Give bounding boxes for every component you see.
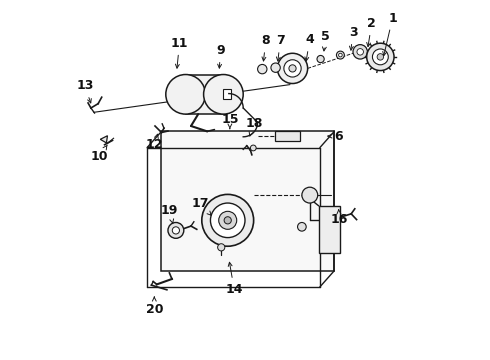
Circle shape — [172, 227, 179, 234]
Bar — [186, 75, 223, 114]
Text: 19: 19 — [161, 204, 178, 223]
Circle shape — [210, 203, 245, 238]
Circle shape — [357, 49, 364, 55]
Text: 17: 17 — [191, 197, 211, 215]
Circle shape — [317, 55, 324, 63]
Circle shape — [218, 244, 225, 251]
Text: 10: 10 — [91, 145, 108, 163]
Circle shape — [284, 60, 301, 77]
Circle shape — [353, 45, 368, 59]
Text: 9: 9 — [216, 44, 225, 68]
Text: 11: 11 — [171, 37, 188, 68]
Text: 18: 18 — [245, 117, 263, 136]
Text: 13: 13 — [76, 79, 94, 103]
Text: 20: 20 — [146, 297, 163, 316]
Circle shape — [204, 75, 243, 114]
Circle shape — [166, 75, 205, 114]
Bar — [223, 89, 231, 99]
Text: 2: 2 — [367, 17, 376, 46]
Circle shape — [250, 145, 256, 151]
Text: 7: 7 — [276, 34, 285, 61]
FancyBboxPatch shape — [319, 206, 340, 253]
Circle shape — [339, 53, 342, 57]
Circle shape — [372, 49, 388, 65]
Text: 12: 12 — [146, 134, 163, 151]
Circle shape — [224, 217, 231, 224]
Circle shape — [289, 65, 296, 72]
Polygon shape — [162, 131, 334, 271]
Polygon shape — [100, 136, 107, 143]
Circle shape — [302, 187, 318, 203]
Text: 5: 5 — [321, 30, 330, 51]
Text: 15: 15 — [221, 113, 239, 129]
Text: 3: 3 — [349, 26, 357, 50]
Circle shape — [377, 54, 384, 60]
Circle shape — [297, 222, 306, 231]
Text: 16: 16 — [331, 210, 348, 226]
Bar — [274, 131, 300, 141]
Circle shape — [168, 222, 184, 238]
Text: 1: 1 — [383, 12, 397, 56]
Text: 4: 4 — [305, 33, 314, 61]
Circle shape — [258, 64, 267, 74]
Circle shape — [277, 53, 308, 84]
Circle shape — [271, 63, 280, 72]
Text: 8: 8 — [262, 34, 270, 61]
Text: 6: 6 — [328, 130, 343, 143]
Circle shape — [202, 194, 254, 246]
Circle shape — [337, 51, 344, 59]
Circle shape — [367, 43, 394, 71]
Text: 14: 14 — [225, 262, 243, 296]
Circle shape — [219, 211, 237, 229]
